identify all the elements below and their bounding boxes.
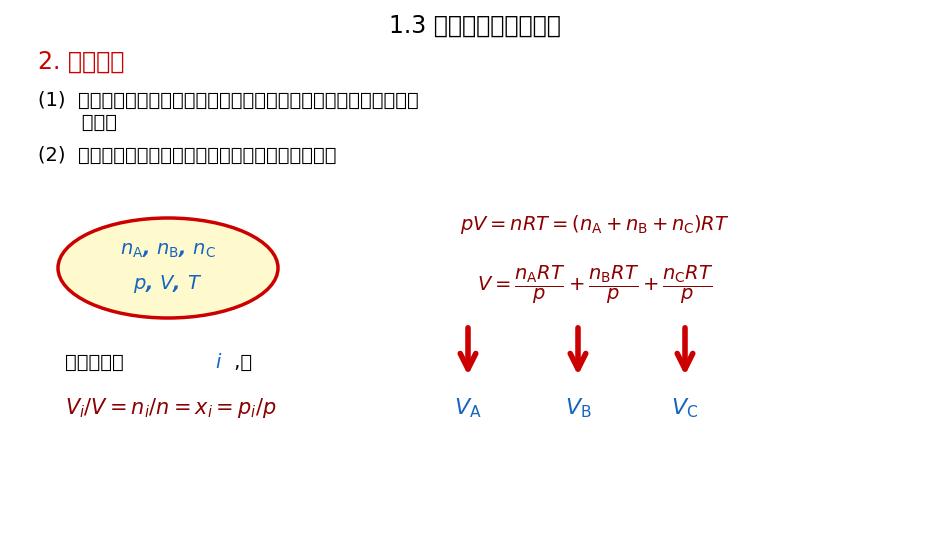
Text: $V = \dfrac{n_\mathrm{A}RT}{p} + \dfrac{n_\mathrm{B}RT}{p} + \dfrac{n_\mathrm{C}: $V = \dfrac{n_\mathrm{A}RT}{p} + \dfrac{… — [477, 264, 713, 306]
Text: $V_i /V = n_i /n = x_i = p_i /p$: $V_i /V = n_i /n = x_i = p_i /p$ — [65, 396, 276, 420]
Ellipse shape — [58, 218, 278, 318]
Text: 对任一组分: 对任一组分 — [65, 353, 130, 371]
Text: $V_\mathrm{A}$: $V_\mathrm{A}$ — [454, 396, 482, 420]
Text: (1)  混合气体中各组分气体的分体积等于同温同压下该气体单独占有的: (1) 混合气体中各组分气体的分体积等于同温同压下该气体单独占有的 — [38, 90, 419, 110]
Text: ,有: ,有 — [228, 353, 252, 371]
Text: 1.3 分压定律和分容定律: 1.3 分压定律和分容定律 — [390, 14, 560, 38]
Text: $V_\mathrm{C}$: $V_\mathrm{C}$ — [672, 396, 698, 420]
Text: $pV = nRT = (n_\mathrm{A} + n_\mathrm{B} + n_\mathrm{C})RT$: $pV = nRT = (n_\mathrm{A} + n_\mathrm{B}… — [460, 213, 730, 236]
Text: $V_\mathrm{B}$: $V_\mathrm{B}$ — [564, 396, 591, 420]
Text: $i$: $i$ — [215, 353, 222, 371]
Text: 体积。: 体积。 — [38, 112, 117, 132]
Text: 2. 分容定律: 2. 分容定律 — [38, 50, 124, 74]
Text: (2)  混合气体的总体积等于各组分气体的分体积之和。: (2) 混合气体的总体积等于各组分气体的分体积之和。 — [38, 146, 336, 164]
Text: $n_\mathrm{A}$, $n_\mathrm{B}$, $n_\mathrm{C}$: $n_\mathrm{A}$, $n_\mathrm{B}$, $n_\math… — [120, 241, 216, 259]
Text: $p$, $V$, $T$: $p$, $V$, $T$ — [133, 273, 202, 295]
